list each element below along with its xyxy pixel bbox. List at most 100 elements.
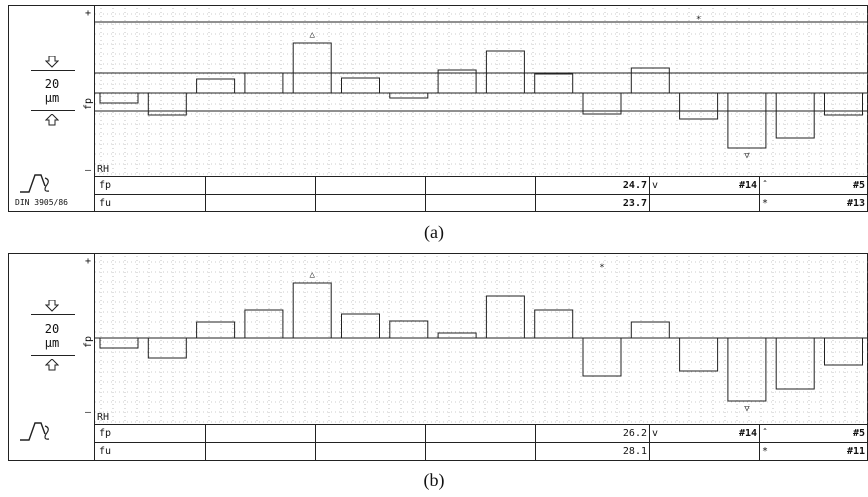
fu-mark2: * [759, 195, 809, 212]
scale-line-bottom [31, 110, 75, 111]
table-row-fu: fu 28.1 * #11 [95, 442, 867, 460]
bar [99, 337, 139, 349]
fu-mark [649, 443, 759, 460]
bar [292, 282, 332, 339]
fp-value: 26.2 [535, 425, 649, 442]
fu-value: 28.1 [535, 443, 649, 460]
max-marker: △ [309, 30, 315, 40]
table-cell [425, 443, 535, 460]
bar [630, 67, 670, 94]
scale-sidebar: 20 µm + fp – [9, 254, 95, 460]
chart-panel-a: 20 µm + fp – DIN 3905/86 △ ▽ * RH fp 24.7 v… [8, 5, 868, 212]
fu-mark2: * [759, 443, 809, 460]
table-cell [205, 195, 315, 212]
bar [244, 309, 284, 339]
profile-tool-icon [20, 422, 50, 441]
profile-tool-icon [20, 174, 50, 193]
bar [341, 313, 380, 339]
grid [95, 256, 868, 423]
bar [389, 320, 429, 339]
scale-unit: µm [44, 336, 60, 350]
grid [95, 8, 868, 175]
row-label: fu [99, 446, 112, 457]
table-cell [315, 425, 425, 442]
rh-label: RH [97, 164, 109, 175]
fp-ref: #14 [738, 428, 757, 439]
star-marker: * [599, 263, 604, 273]
bar [485, 50, 525, 94]
bar [389, 92, 429, 99]
plus-sign: + [85, 8, 92, 19]
scale-unit: µm [44, 91, 60, 105]
bar [341, 77, 380, 94]
fu-ref2: #13 [846, 198, 865, 209]
bar [727, 337, 767, 402]
row-label: fu [99, 198, 112, 209]
fp-axis-label: fp [83, 335, 94, 348]
arrow-up-icon [45, 359, 59, 371]
bar [824, 92, 863, 116]
fp-mark2: ˆ [759, 425, 809, 442]
bar [824, 337, 863, 366]
table-cell [205, 177, 315, 194]
bar [147, 92, 187, 116]
scale-value: 20 [44, 77, 60, 91]
max-marker: △ [309, 270, 315, 280]
bar [582, 92, 622, 115]
bar [196, 78, 236, 94]
row-label: fp [99, 180, 112, 191]
table-row-fp: fp 24.7 v #14 ˆ #5 [95, 176, 867, 194]
min-marker: ▽ [744, 151, 750, 161]
table-cell [205, 443, 315, 460]
bar [775, 92, 815, 139]
bar [534, 309, 574, 339]
arrow-down-icon [45, 56, 59, 68]
fu-mark [649, 195, 759, 212]
table-row-fu: fu 23.7 * #13 [95, 194, 867, 212]
scale-line-top [31, 314, 75, 315]
bar [727, 92, 767, 149]
table-cell [315, 443, 425, 460]
fp-ref2: #5 [852, 180, 865, 191]
arrow-up-icon [45, 114, 59, 126]
star-marker: * [696, 15, 701, 25]
table-cell [425, 425, 535, 442]
table-cell [315, 195, 425, 212]
fp-axis-label: fp [83, 97, 94, 110]
fp-value: 24.7 [535, 177, 649, 194]
fu-value: 23.7 [535, 195, 649, 212]
bar [437, 69, 477, 94]
scale-value: 20 [44, 322, 60, 336]
fp-ref2: #5 [852, 428, 865, 439]
bar [244, 72, 284, 94]
fp-mark: v [649, 177, 699, 194]
table-cell [425, 177, 535, 194]
bar [582, 337, 622, 377]
table-cell [425, 195, 535, 212]
min-marker: ▽ [744, 404, 750, 414]
table-cell [315, 177, 425, 194]
caption-b: (b) [423, 470, 445, 490]
fp-ref: #14 [738, 180, 757, 191]
bar-chart-b: △ ▽ * RH [95, 256, 868, 423]
table-row-fp: fp 26.2 v #14 ˆ #5 [95, 424, 867, 442]
rh-label: RH [97, 412, 109, 423]
minus-sign: – [85, 165, 92, 176]
din-label: DIN 3905/86 [15, 198, 68, 207]
caption-a: (a) [424, 222, 444, 242]
bar [147, 337, 187, 359]
bar-chart-a: △ ▽ * RH [95, 8, 868, 175]
arrow-down-icon [45, 300, 59, 312]
scale-sidebar: 20 µm + fp – DIN 3905/86 [9, 6, 95, 211]
scale-line-top [31, 70, 75, 71]
bar [679, 92, 719, 120]
bar [196, 321, 236, 339]
fp-mark: v [649, 425, 699, 442]
chart-panel-b: 20 µm + fp – △ ▽ * RH fp 26.2 v #14 ˆ #5 fu… [8, 253, 868, 461]
bar [534, 73, 574, 94]
plus-sign: + [85, 256, 92, 267]
bar [775, 337, 815, 390]
scale-line-bottom [31, 355, 75, 356]
fp-mark2: ˆ [759, 177, 809, 194]
bar [679, 337, 719, 372]
